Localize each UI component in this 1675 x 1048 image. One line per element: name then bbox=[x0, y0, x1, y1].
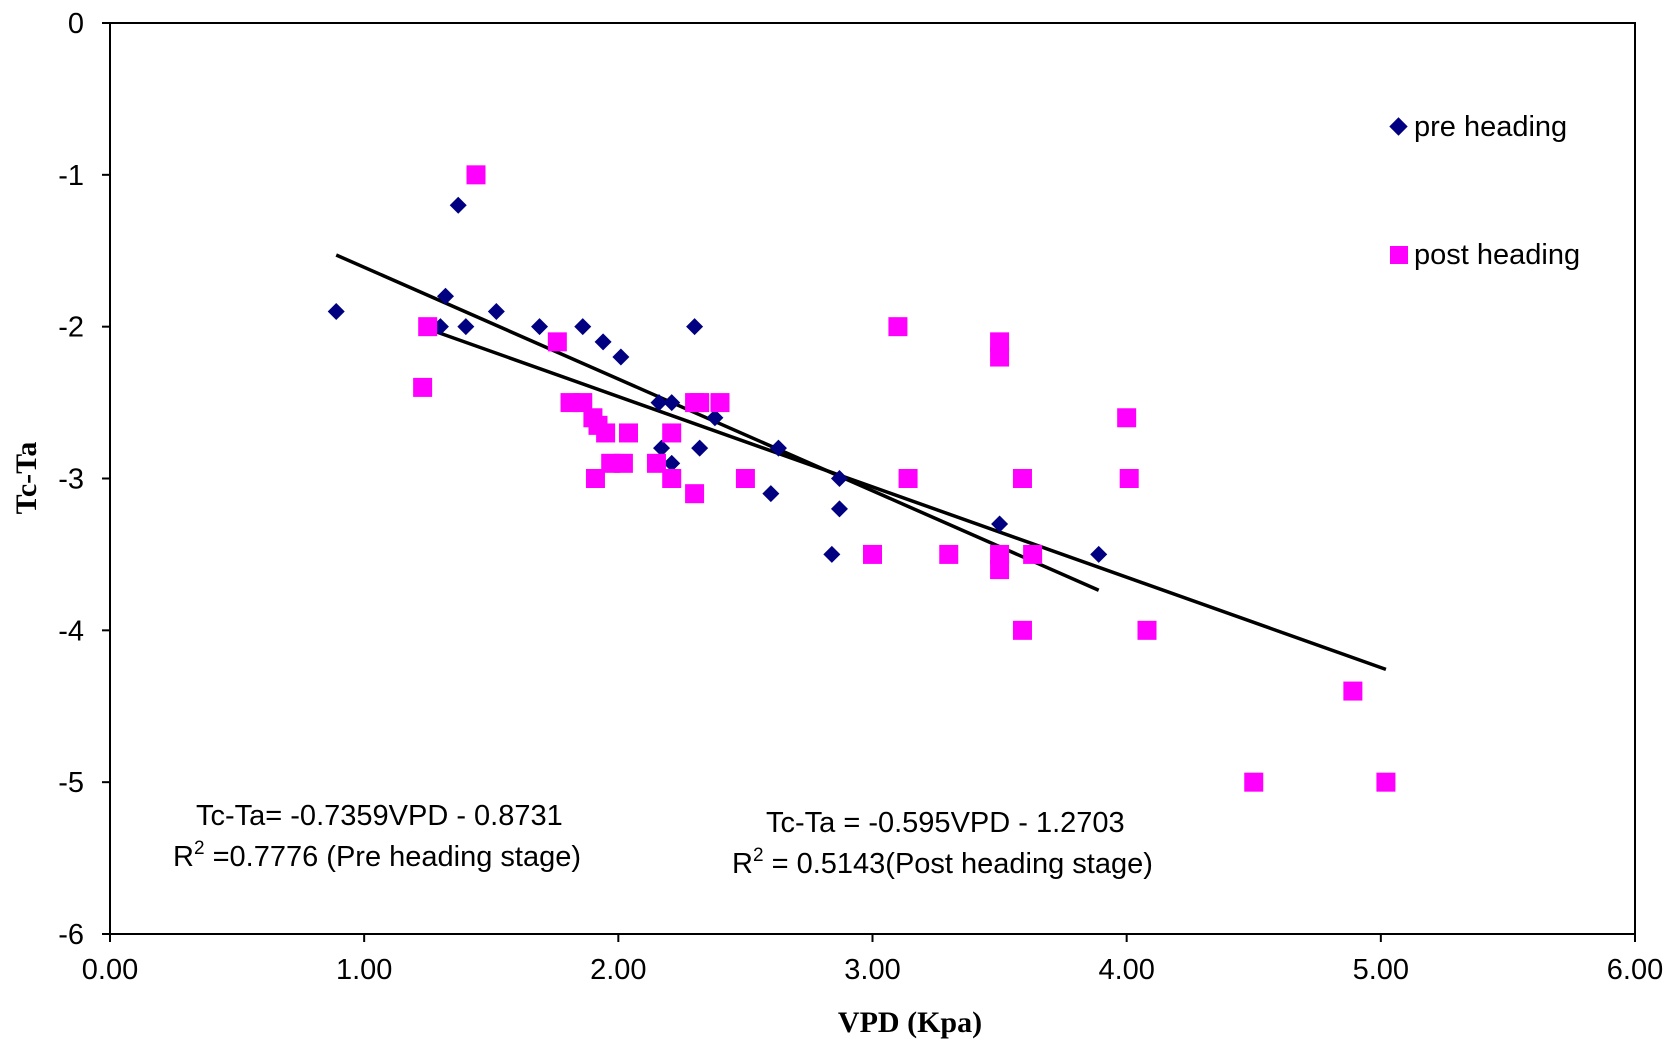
pre-heading-point bbox=[991, 515, 1009, 533]
post-r2-prefix: R bbox=[732, 848, 753, 880]
post-heading-point bbox=[1376, 772, 1396, 792]
pre-r2-prefix: R bbox=[173, 841, 194, 873]
pre-heading-point bbox=[1090, 545, 1108, 563]
post-heading-trendline bbox=[422, 325, 1387, 672]
pre-heading-point bbox=[437, 287, 454, 305]
pre-heading-point bbox=[594, 333, 612, 351]
pre-heading-point bbox=[457, 318, 475, 336]
y-axis-title: Tc-Ta bbox=[10, 442, 43, 515]
x-tick-label: 0.00 bbox=[82, 954, 138, 986]
legend-label-post-heading: post heading bbox=[1414, 239, 1580, 271]
post-heading-point bbox=[418, 317, 438, 337]
pre-heading-point bbox=[830, 470, 848, 487]
post-heading-point bbox=[710, 393, 730, 413]
post-heading-point bbox=[1023, 544, 1043, 564]
pre-heading-point bbox=[706, 409, 724, 427]
post-heading-point bbox=[547, 332, 567, 352]
y-tick-label: -1 bbox=[58, 160, 84, 192]
x-tick-label: 6.00 bbox=[1607, 954, 1663, 986]
post-equation-line: Tc-Ta = -0.595VPD - 1.2703 bbox=[766, 807, 1125, 839]
x-tick-label: 2.00 bbox=[590, 954, 646, 986]
post-heading-point bbox=[990, 347, 1010, 367]
pre-heading-point bbox=[762, 485, 780, 503]
post-heading-point bbox=[662, 469, 682, 488]
legend: pre heading post heading bbox=[1389, 111, 1580, 271]
legend-marker-pre-heading bbox=[1389, 117, 1408, 136]
post-heading-point bbox=[990, 332, 1010, 352]
post-heading-point bbox=[466, 165, 486, 185]
x-tick-label: 3.00 bbox=[844, 954, 900, 986]
pre-r2-rest: =0.7776 (Pre heading stage) bbox=[205, 841, 581, 873]
pre-heading-point bbox=[653, 439, 671, 457]
plot-area bbox=[109, 22, 1636, 935]
post-r2-line: R2 = 0.5143(Post heading stage) bbox=[732, 845, 1153, 880]
legend-label-pre-heading: pre heading bbox=[1414, 111, 1567, 143]
post-heading-point bbox=[413, 377, 433, 397]
pre-heading-equation: Tc-Ta= -0.7359VPD - 0.8731 R2 =0.7776 (P… bbox=[173, 800, 581, 873]
post-heading-point bbox=[939, 544, 959, 564]
pre-heading-point bbox=[327, 302, 345, 320]
post-heading-point bbox=[573, 393, 593, 413]
y-axis-ticks: 0 -1 -2 -3 -4 -5 -6 bbox=[58, 8, 110, 951]
x-tick-label: 5.00 bbox=[1353, 954, 1409, 986]
pre-heading-point bbox=[691, 439, 709, 457]
pre-r2-line: R2 =0.7776 (Pre heading stage) bbox=[173, 838, 581, 873]
pre-heading-point bbox=[650, 394, 668, 412]
y-tick-label: 0 bbox=[68, 8, 84, 40]
y-tick-label: -3 bbox=[58, 464, 84, 496]
post-heading-point bbox=[685, 484, 705, 504]
y-tick-label: -2 bbox=[58, 312, 84, 344]
post-heading-point bbox=[1244, 772, 1264, 792]
post-heading-point bbox=[1119, 469, 1139, 488]
pre-heading-point bbox=[830, 500, 848, 518]
post-heading-point bbox=[1012, 620, 1032, 640]
x-axis-ticks: 0.00 1.00 2.00 3.00 4.00 5.00 6.00 bbox=[82, 934, 1663, 986]
pre-heading-point bbox=[449, 196, 467, 214]
post-heading-point bbox=[898, 469, 918, 488]
pre-heading-point bbox=[686, 318, 704, 336]
post-heading-equation: Tc-Ta = -0.595VPD - 1.2703 R2 = 0.5143(P… bbox=[732, 807, 1153, 880]
pre-heading-point bbox=[574, 318, 592, 336]
x-axis-title: VPD (Kpa) bbox=[838, 1006, 982, 1039]
post-heading-point bbox=[888, 317, 908, 337]
y-tick-label: -6 bbox=[58, 919, 84, 951]
post-heading-point bbox=[1012, 469, 1032, 488]
legend-marker-post-heading bbox=[1390, 246, 1408, 264]
post-r2-sup: 2 bbox=[753, 845, 764, 866]
post-heading-point bbox=[735, 469, 755, 488]
pre-heading-point bbox=[663, 394, 681, 412]
data-points bbox=[327, 165, 1396, 792]
pre-r2-sup: 2 bbox=[194, 838, 205, 859]
y-tick-label: -4 bbox=[58, 615, 84, 647]
post-heading-point bbox=[646, 453, 666, 473]
post-heading-point bbox=[690, 393, 710, 413]
post-heading-point bbox=[1137, 620, 1157, 640]
x-tick-label: 1.00 bbox=[336, 954, 392, 986]
post-heading-point bbox=[990, 544, 1010, 564]
post-heading-point bbox=[863, 544, 882, 564]
x-tick-label: 4.00 bbox=[1098, 954, 1154, 986]
post-heading-point bbox=[1343, 681, 1363, 701]
pre-heading-point bbox=[823, 545, 841, 563]
post-heading-point bbox=[585, 469, 605, 488]
post-heading-point bbox=[619, 423, 638, 443]
pre-heading-point bbox=[531, 318, 549, 336]
post-heading-point bbox=[613, 453, 633, 473]
post-heading-point bbox=[990, 560, 1010, 580]
post-heading-point bbox=[1117, 408, 1137, 428]
post-heading-point bbox=[662, 423, 682, 443]
pre-heading-point bbox=[663, 454, 681, 472]
y-tick-label: -5 bbox=[58, 767, 84, 799]
pre-equation-line: Tc-Ta= -0.7359VPD - 0.8731 bbox=[196, 800, 563, 832]
post-r2-rest: = 0.5143(Post heading stage) bbox=[764, 848, 1153, 880]
pre-heading-point bbox=[769, 439, 787, 457]
pre-heading-point bbox=[487, 302, 505, 320]
pre-heading-point bbox=[612, 348, 630, 366]
post-heading-point bbox=[596, 423, 616, 443]
